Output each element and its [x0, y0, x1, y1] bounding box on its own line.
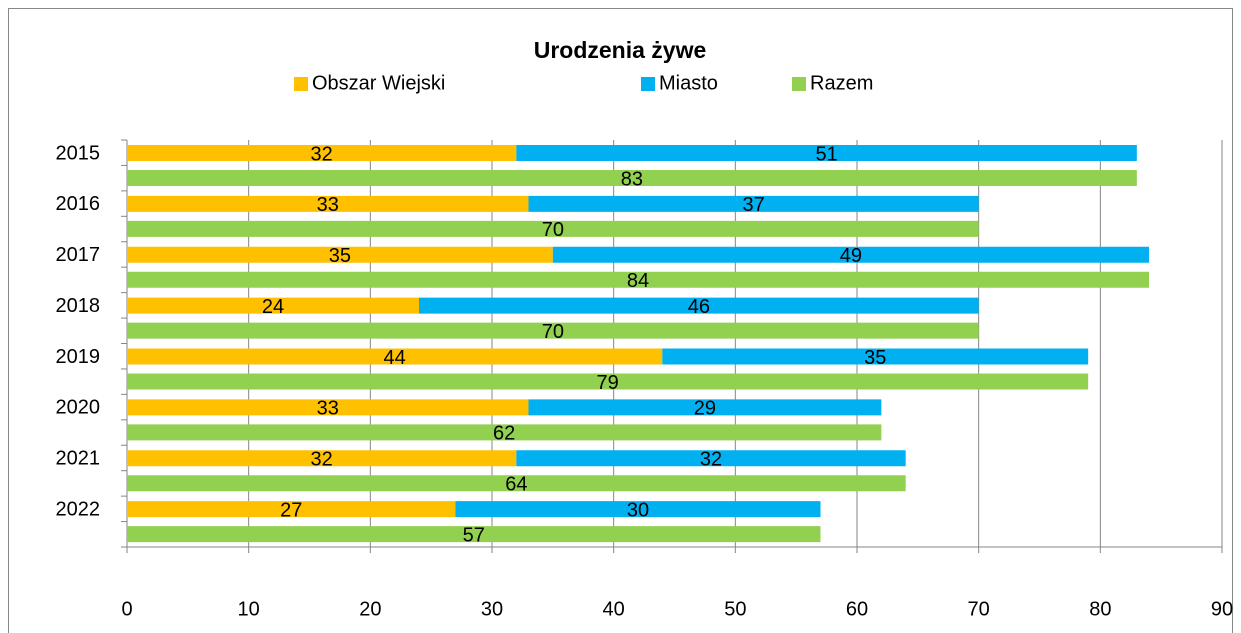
y-tick-label: 2019 [56, 346, 101, 368]
data-label: 79 [596, 372, 618, 394]
bar [127, 271, 1149, 288]
chart-title: Urodzenia żywe [534, 37, 707, 63]
bar [127, 501, 456, 518]
y-tick-label: 2015 [56, 142, 101, 164]
data-label: 33 [317, 194, 339, 216]
data-label: 32 [311, 143, 333, 165]
data-label: 57 [463, 524, 485, 546]
legend-label: Razem [810, 72, 873, 94]
data-label: 70 [542, 219, 564, 241]
bar [127, 348, 663, 365]
bar [662, 348, 1089, 365]
legend-swatch [641, 77, 655, 91]
bar [127, 170, 1137, 186]
data-label: 29 [694, 398, 716, 420]
x-tick-label: 80 [1089, 598, 1111, 620]
legend-label: Miasto [659, 72, 718, 94]
x-tick-label: 70 [968, 598, 990, 620]
data-label: 49 [840, 245, 862, 267]
bar [528, 195, 979, 212]
x-tick-label: 10 [238, 598, 260, 620]
data-label: 24 [262, 296, 284, 318]
x-tick-label: 30 [481, 598, 503, 620]
bar [455, 501, 821, 518]
bar [127, 399, 529, 416]
bar [127, 297, 419, 314]
data-label: 70 [542, 321, 564, 343]
y-tick-label: 2018 [56, 295, 101, 317]
data-label: 46 [688, 296, 710, 318]
y-tick-label: 2016 [56, 193, 101, 215]
x-tick-label: 60 [846, 598, 868, 620]
x-tick-label: 0 [121, 598, 132, 620]
bar [127, 145, 517, 161]
x-tick-label: 90 [1211, 598, 1233, 620]
bar [127, 526, 821, 543]
data-label: 44 [384, 347, 406, 369]
data-label: 35 [864, 347, 886, 369]
legend-label: Obszar Wiejski [312, 72, 445, 94]
data-label: 32 [700, 449, 722, 471]
bar [127, 373, 1089, 390]
bar [127, 322, 979, 339]
data-label: 33 [317, 398, 339, 420]
y-tick-label: 2020 [56, 397, 101, 419]
y-tick-label: 2022 [56, 498, 101, 520]
data-label: 62 [493, 423, 515, 445]
bar [528, 399, 882, 416]
y-tick-label: 2021 [56, 448, 101, 470]
x-tick-label: 50 [724, 598, 746, 620]
legend-swatch [792, 77, 806, 91]
bar [516, 145, 1137, 161]
data-label: 30 [627, 499, 649, 521]
data-label: 51 [815, 143, 837, 165]
bar [127, 475, 906, 492]
bar [127, 246, 553, 263]
bar [127, 220, 979, 237]
x-tick-label: 40 [603, 598, 625, 620]
y-tick-label: 2017 [56, 244, 101, 266]
x-tick-label: 20 [359, 598, 381, 620]
bar [419, 297, 979, 314]
data-label: 27 [280, 499, 302, 521]
bar [516, 450, 906, 467]
data-label: 83 [621, 168, 643, 190]
data-label: 35 [329, 245, 351, 267]
bar [127, 424, 882, 441]
data-label: 84 [627, 270, 649, 292]
data-label: 32 [311, 449, 333, 471]
legend-swatch [294, 77, 308, 91]
data-label: 37 [742, 194, 764, 216]
bar [127, 450, 517, 467]
bar [127, 195, 529, 212]
data-label: 64 [505, 474, 527, 496]
bar [552, 246, 1149, 263]
